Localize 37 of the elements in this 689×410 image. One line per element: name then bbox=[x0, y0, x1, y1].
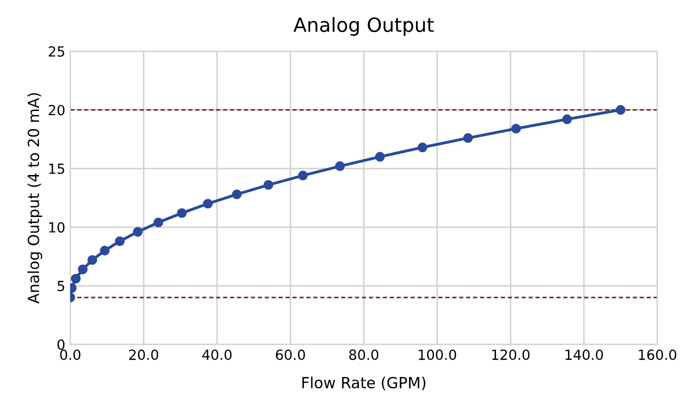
x-tick-label: 0.0 bbox=[60, 350, 80, 360]
y-tick-label: 5 bbox=[58, 280, 64, 292]
point bbox=[264, 180, 274, 190]
y-tick-label: 10 bbox=[49, 222, 64, 233]
x-axis-title: Flow Rate (GPM) bbox=[302, 376, 426, 390]
point bbox=[114, 236, 125, 246]
y-tick-label: 25 bbox=[48, 46, 64, 57]
x-tick-label: 160.0 bbox=[638, 350, 676, 360]
y-tick-label: 0 bbox=[57, 339, 64, 350]
point bbox=[418, 142, 428, 152]
point bbox=[100, 246, 110, 256]
point bbox=[463, 133, 473, 143]
point bbox=[616, 105, 626, 115]
x-tick-label: 140.0 bbox=[566, 350, 603, 360]
point bbox=[176, 208, 187, 218]
x-tick-label: 120.0 bbox=[492, 350, 530, 360]
x-tick-label: 100.0 bbox=[418, 350, 456, 360]
y-tick-label: 15 bbox=[49, 164, 64, 174]
point bbox=[132, 226, 143, 237]
x-tick-label: 80.0 bbox=[349, 350, 378, 360]
point bbox=[78, 264, 88, 274]
x-tick-label: 60.0 bbox=[276, 350, 305, 360]
point bbox=[562, 114, 572, 124]
point bbox=[70, 274, 81, 284]
point bbox=[298, 170, 308, 180]
y-tick-label: 20 bbox=[48, 104, 64, 116]
point bbox=[375, 152, 385, 162]
point bbox=[335, 161, 345, 172]
y-axis-title: Analog Output (4 to 20 mA) bbox=[27, 93, 42, 304]
point bbox=[153, 218, 164, 228]
point bbox=[511, 124, 521, 134]
point bbox=[232, 189, 242, 200]
x-tick-label: 40.0 bbox=[202, 350, 232, 360]
point bbox=[203, 198, 213, 209]
point bbox=[87, 255, 98, 265]
chart-title: Analog Output bbox=[293, 17, 434, 36]
x-tick-label: 20.0 bbox=[129, 350, 158, 360]
